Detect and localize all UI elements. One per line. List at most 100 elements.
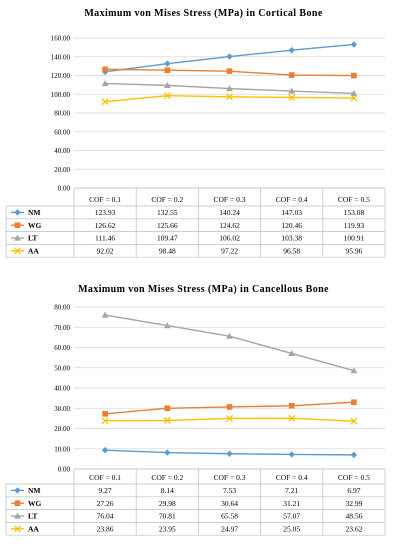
data-label-aa: 92.02 <box>97 247 114 256</box>
legend-label-lt: LT <box>28 234 37 243</box>
chart-cancellous-bone: Maximum von Mises Stress (MPa) in Cancel… <box>5 284 386 536</box>
data-point-nm <box>350 41 358 48</box>
legend-label-lt: LT <box>28 512 37 521</box>
data-label-nm: 6.97 <box>347 486 360 495</box>
y-tick-label: 30.00 <box>54 405 70 413</box>
legend-label-wg: WG <box>28 221 42 230</box>
data-label-lt: 103.38 <box>281 234 302 243</box>
data-label-lt: 109.47 <box>157 234 178 243</box>
data-label-nm: 9.27 <box>99 486 112 495</box>
data-point-wg <box>351 72 357 79</box>
y-tick-label: 10.00 <box>54 445 70 453</box>
data-point-wg <box>102 66 108 73</box>
data-point-wg <box>164 67 171 73</box>
x-category-label: COF = 0.2 <box>151 473 183 482</box>
chart-title: Maximum von Mises Stress (MPa) in Cancel… <box>78 284 329 295</box>
data-point-nm <box>226 53 233 60</box>
data-label-nm: 132.55 <box>157 208 178 217</box>
data-label-nm: 7.21 <box>285 486 298 495</box>
data-label-aa: 23.62 <box>345 525 362 534</box>
data-label-wg: 120.46 <box>281 221 302 230</box>
data-point-wg <box>226 68 233 74</box>
y-tick-label: 20.00 <box>54 166 70 174</box>
legend-marker-lt <box>14 512 21 519</box>
y-tick-label: 0.00 <box>58 466 71 474</box>
data-label-wg: 125.66 <box>157 221 178 230</box>
data-label-aa: 95.96 <box>345 247 362 256</box>
legend-marker-lt <box>14 234 21 241</box>
data-label-wg: 29.98 <box>159 499 176 508</box>
data-label-lt: 65.58 <box>221 512 238 521</box>
data-label-lt: 70.81 <box>159 512 176 521</box>
data-label-nm: 123.93 <box>95 208 116 217</box>
data-point-lt <box>163 322 171 329</box>
x-category-label: COF = 0.1 <box>89 473 121 482</box>
data-point-aa <box>101 98 109 106</box>
data-point-nm <box>164 60 171 67</box>
legend-label-aa: AA <box>28 525 39 534</box>
data-point-lt <box>163 81 171 88</box>
y-tick-label: 50.00 <box>54 364 70 372</box>
data-point-nm <box>288 46 295 54</box>
data-point-lt <box>350 89 358 96</box>
data-label-aa: 24.97 <box>221 525 238 534</box>
data-point-aa <box>288 93 296 101</box>
legend-marker-nm <box>14 487 21 494</box>
y-tick-label: 60.00 <box>54 128 70 136</box>
data-label-wg: 126.62 <box>95 221 116 230</box>
data-label-lt: 111.46 <box>95 234 115 243</box>
y-tick-label: 140.00 <box>51 53 71 61</box>
data-label-lt: 76.04 <box>97 512 114 521</box>
data-point-aa <box>226 93 233 101</box>
data-point-nm <box>101 447 109 454</box>
y-tick-label: 0.00 <box>58 185 71 193</box>
legend-label-wg: WG <box>28 499 42 508</box>
legend-marker-wg <box>14 500 21 506</box>
data-label-nm: 7.53 <box>223 486 236 495</box>
data-point-nm <box>350 451 358 459</box>
x-category-label: COF = 0.4 <box>276 195 308 204</box>
y-tick-label: 120.00 <box>51 72 71 80</box>
legend-label-nm: NM <box>28 486 41 495</box>
legend-marker-wg <box>14 222 21 228</box>
legend-marker-aa <box>14 247 21 255</box>
x-category-label: COF = 0.5 <box>338 195 370 204</box>
y-tick-label: 40.00 <box>54 385 70 393</box>
legend-marker-aa <box>14 525 21 533</box>
data-label-wg: 30.64 <box>221 499 238 508</box>
data-point-lt <box>350 367 358 374</box>
data-point-lt <box>288 87 296 94</box>
data-point-aa <box>288 414 296 422</box>
y-tick-label: 80.00 <box>54 110 70 118</box>
data-label-aa: 98.48 <box>159 247 176 256</box>
legend-label-aa: AA <box>28 247 39 256</box>
legend-marker-nm <box>14 209 21 216</box>
data-point-nm <box>288 451 295 458</box>
data-label-lt: 106.02 <box>219 234 240 243</box>
data-point-lt <box>226 332 233 339</box>
data-point-wg <box>164 405 171 412</box>
data-label-aa: 23.95 <box>159 525 176 534</box>
data-label-wg: 31.21 <box>283 499 300 508</box>
y-tick-label: 80.00 <box>54 304 70 312</box>
data-label-lt: 48.56 <box>345 512 362 521</box>
data-point-aa <box>350 94 358 102</box>
data-point-lt <box>101 80 109 87</box>
data-point-aa <box>163 92 171 100</box>
data-point-wg <box>351 399 357 405</box>
data-label-wg: 27.26 <box>97 499 114 508</box>
x-category-label: COF = 0.3 <box>214 195 246 204</box>
chart-title: Maximum von Mises Stress (MPa) in Cortic… <box>84 8 322 19</box>
data-label-aa: 25.05 <box>283 525 300 534</box>
x-category-label: COF = 0.4 <box>276 473 308 482</box>
series-line-lt <box>104 314 355 372</box>
data-point-aa <box>163 417 171 424</box>
data-point-aa <box>101 417 109 425</box>
data-label-wg: 32.99 <box>345 499 362 508</box>
data-label-wg: 124.62 <box>219 221 240 230</box>
data-point-lt <box>226 85 233 92</box>
y-tick-label: 70.00 <box>54 324 70 332</box>
y-tick-label: 160.00 <box>51 35 71 43</box>
data-point-aa <box>350 417 358 425</box>
